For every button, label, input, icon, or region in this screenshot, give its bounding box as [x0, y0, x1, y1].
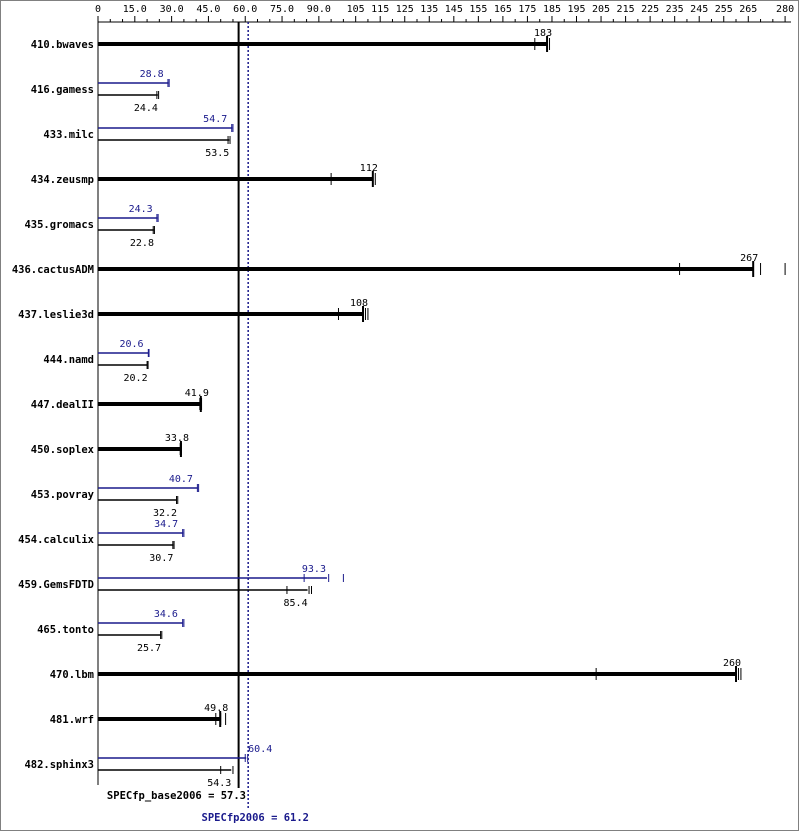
benchmark-name: 435.gromacs — [24, 219, 94, 231]
x-tick-label: 105 — [347, 4, 365, 15]
x-tick-label: 155 — [469, 4, 487, 15]
benchmark-name: 437.leslie3d — [18, 309, 94, 321]
benchmark-row — [98, 306, 369, 322]
x-tick-label: 145 — [445, 4, 463, 15]
benchmark-name: 481.wrf — [50, 714, 94, 726]
benchmark-name: 454.calculix — [18, 534, 95, 546]
benchmark-name: 465.tonto — [37, 624, 94, 636]
benchmark-name: 453.povray — [31, 489, 95, 501]
benchmark-row — [98, 574, 344, 594]
reference-lines: SPECfp_base2006 = 57.3 SPECfp2006 = 61.2 — [107, 22, 309, 824]
base-value-label: 183 — [534, 28, 552, 39]
base-value-label: 41.9 — [185, 388, 209, 399]
peak-value-label: 40.7 — [169, 474, 193, 485]
base-value-label: 22.8 — [130, 238, 154, 249]
x-tick-label: 75.0 — [270, 4, 294, 15]
peak-value-label: 60.4 — [248, 744, 272, 755]
x-tick-label: 280 — [776, 4, 794, 15]
x-tick-label: 265 — [739, 4, 757, 15]
benchmark-name: 450.soplex — [31, 444, 95, 456]
benchmark-name: 416.gamess — [31, 84, 94, 96]
base-value-label: 20.2 — [124, 373, 148, 384]
x-tick-label: 245 — [690, 4, 708, 15]
benchmark-row — [98, 619, 185, 639]
base-value-label: 54.3 — [207, 778, 231, 789]
peak-value-label: 93.3 — [302, 564, 326, 575]
benchmark-row — [98, 79, 170, 99]
base-value-label: 24.4 — [134, 103, 158, 114]
benchmark-row — [98, 666, 742, 682]
peak-value-label: 28.8 — [140, 69, 164, 80]
reference-label-peak: SPECfp2006 = 61.2 — [202, 812, 309, 824]
benchmark-row — [98, 529, 185, 549]
x-tick-label: 185 — [543, 4, 561, 15]
x-tick-label: 205 — [592, 4, 610, 15]
peak-value-label: 54.7 — [203, 114, 227, 125]
benchmark-name: 447.dealII — [31, 399, 94, 411]
x-tick-label: 45.0 — [196, 4, 220, 15]
base-value-label: 112 — [360, 163, 378, 174]
reference-label-base: SPECfp_base2006 = 57.3 — [107, 790, 246, 802]
benchmark-name: 410.bwaves — [31, 39, 94, 51]
base-value-label: 108 — [350, 298, 368, 309]
x-axis: 0 15.0 30.0 45.0 60.0 75.0 90.0 105 115 125 135 145… — [95, 4, 794, 785]
x-tick-label: 165 — [494, 4, 512, 15]
benchmark-name: 482.sphinx3 — [24, 759, 94, 771]
benchmark-row — [98, 484, 200, 504]
benchmark-row — [98, 171, 376, 187]
benchmark-name: 459.GemsFDTD — [18, 579, 94, 591]
benchmark-row — [98, 711, 227, 727]
benchmark-row — [98, 396, 203, 412]
benchmark-name: 433.milc — [43, 129, 94, 141]
base-value-label: 30.7 — [149, 553, 173, 564]
benchmark-name: 436.cactusADM — [12, 264, 94, 276]
base-value-label: 32.2 — [153, 508, 177, 519]
benchmark-row — [98, 124, 234, 144]
x-tick-label: 135 — [420, 4, 438, 15]
benchmark-bars — [98, 36, 786, 774]
x-tick-label: 235 — [666, 4, 684, 15]
base-value-label: 25.7 — [137, 643, 161, 654]
peak-value-label: 24.3 — [129, 204, 153, 215]
benchmark-row — [98, 214, 159, 234]
base-value-label: 267 — [740, 253, 758, 264]
benchmark-name: 444.namd — [43, 354, 94, 366]
x-tick-label: 125 — [396, 4, 414, 15]
x-tick-label: 225 — [641, 4, 659, 15]
base-value-label: 33.8 — [165, 433, 189, 444]
x-tick-label: 115 — [371, 4, 389, 15]
benchmark-row — [98, 441, 182, 457]
benchmark-labels: 410.bwaves 183 416.gamess 28.8 24.4 433.milc 5… — [12, 28, 758, 789]
x-tick-label: 175 — [518, 4, 536, 15]
peak-value-label: 34.6 — [154, 609, 178, 620]
peak-value-label: 20.6 — [120, 339, 144, 350]
base-value-label: 85.4 — [284, 598, 308, 609]
x-tick-label: 0 — [95, 4, 101, 15]
base-value-label: 53.5 — [205, 148, 229, 159]
benchmark-name: 470.lbm — [50, 669, 94, 681]
base-value-label: 260 — [723, 658, 741, 669]
x-tick-label: 30.0 — [160, 4, 184, 15]
benchmark-row — [98, 349, 150, 369]
benchmark-row — [98, 261, 786, 277]
x-tick-label: 60.0 — [233, 4, 257, 15]
x-tick-label: 15.0 — [123, 4, 147, 15]
x-tick-label: 90.0 — [307, 4, 331, 15]
benchmark-name: 434.zeusmp — [31, 174, 94, 186]
peak-value-label: 34.7 — [154, 519, 178, 530]
x-tick-label: 195 — [567, 4, 585, 15]
benchmark-row — [98, 36, 551, 52]
benchmark-row — [98, 754, 249, 774]
x-tick-label: 255 — [715, 4, 733, 15]
base-value-label: 49.8 — [204, 703, 228, 714]
x-tick-label: 215 — [617, 4, 635, 15]
